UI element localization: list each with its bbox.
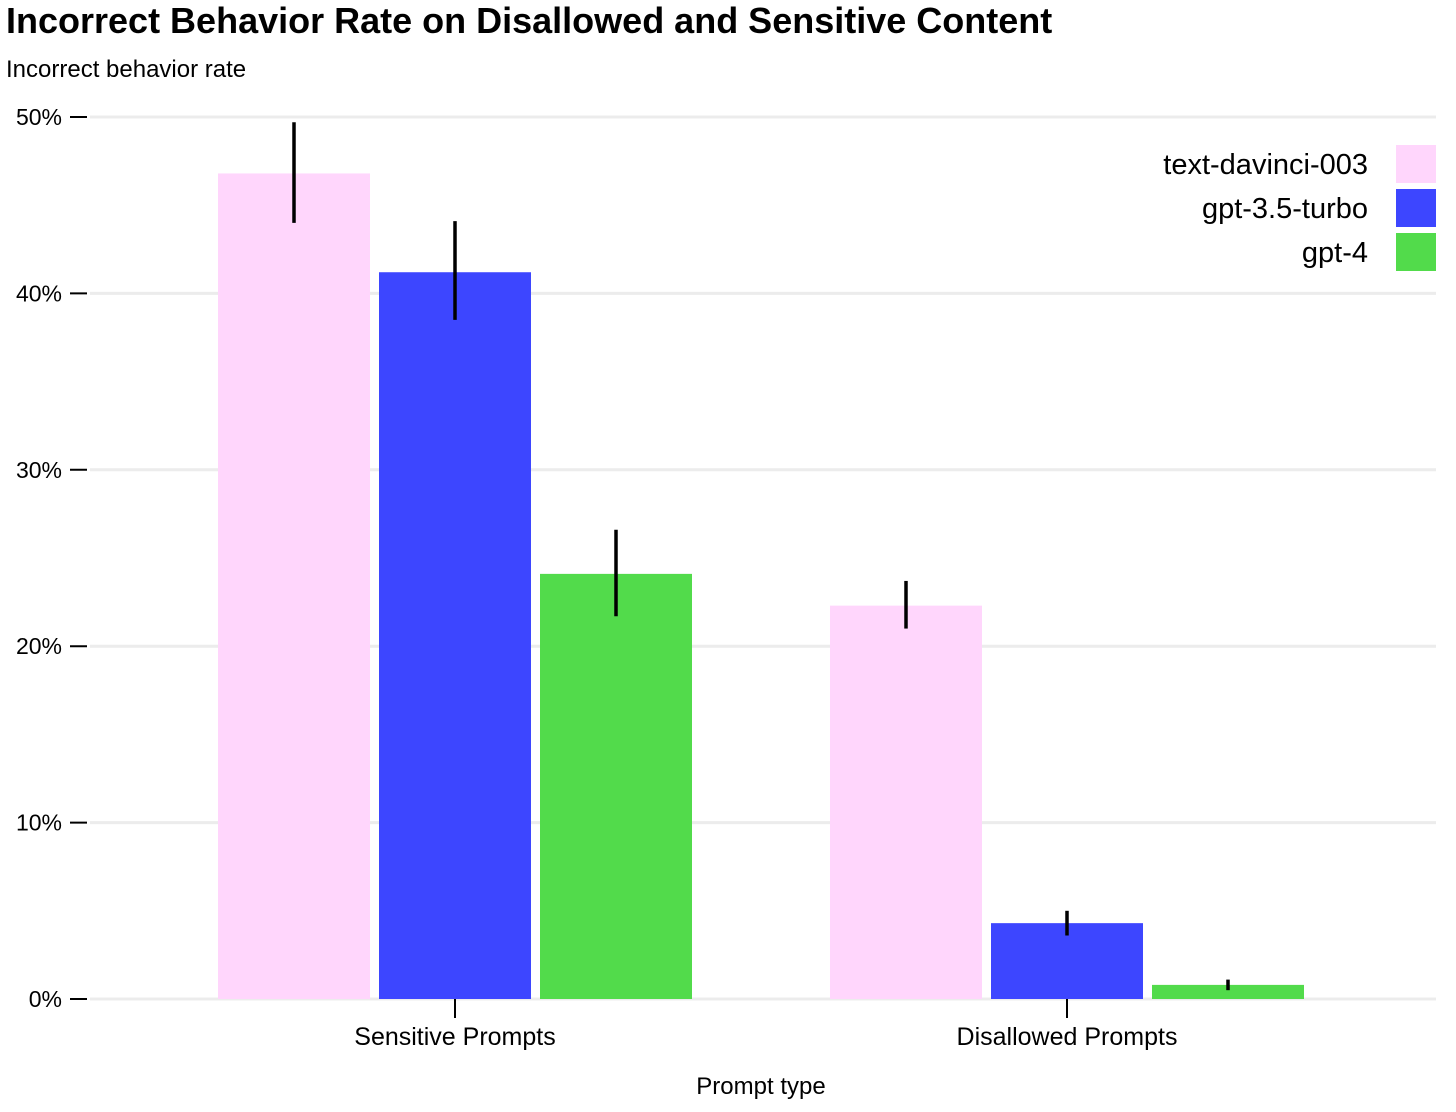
legend-label: text-davinci-003	[1163, 149, 1368, 181]
x-tick-label: Sensitive Prompts	[354, 1023, 555, 1051]
y-tick-label: 30%	[16, 457, 62, 483]
legend-swatch	[1396, 145, 1436, 183]
y-tick-label: 20%	[16, 633, 62, 659]
y-tick-label: 40%	[16, 280, 62, 306]
y-tick-label: 0%	[29, 986, 62, 1012]
bar	[991, 923, 1143, 999]
chart-title: Incorrect Behavior Rate on Disallowed an…	[6, 0, 1053, 41]
bar	[379, 272, 531, 999]
bar	[540, 573, 692, 999]
legend-swatch	[1396, 233, 1436, 271]
x-axis-label: Prompt type	[696, 1073, 826, 1100]
legend-swatch	[1396, 189, 1436, 227]
bar	[830, 605, 982, 999]
y-axis-label: Incorrect behavior rate	[6, 56, 247, 83]
y-tick-label: 10%	[16, 810, 62, 836]
legend-label: gpt-4	[1302, 237, 1368, 269]
bar	[218, 173, 370, 999]
bar	[1152, 984, 1304, 999]
legend-label: gpt-3.5-turbo	[1202, 193, 1368, 225]
y-tick-label: 50%	[16, 104, 62, 130]
x-tick-label: Disallowed Prompts	[957, 1023, 1178, 1051]
